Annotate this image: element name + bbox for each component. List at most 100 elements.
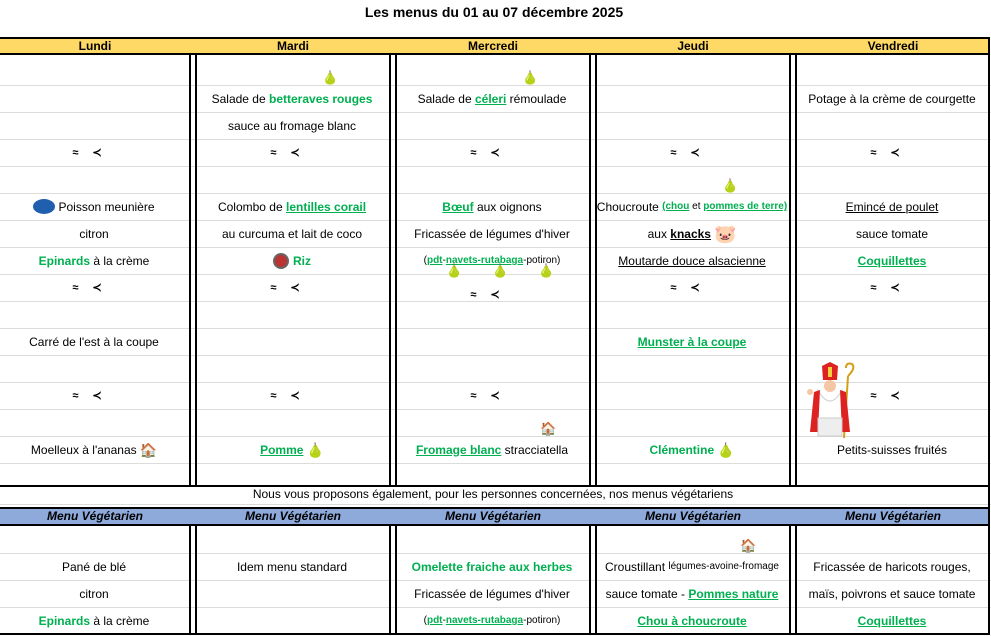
house-icon: 🏠 bbox=[740, 538, 757, 553]
main-dish-line: Clémentine 🍐 bbox=[596, 436, 788, 463]
dish-text: Pané de blé bbox=[61, 559, 127, 574]
main-dish-line: Moelleux à l'ananas 🏠 bbox=[0, 436, 188, 463]
vegetarian-note: Nous vous proposons également, pour les … bbox=[252, 487, 734, 501]
fruit-icon: 🍐 bbox=[722, 178, 739, 193]
gridline bbox=[0, 553, 991, 554]
days-header-row: Lundi Mardi Mercredi Jeudi Vendredi bbox=[0, 37, 990, 55]
main-dish-line: Pomme 🍐 bbox=[196, 436, 388, 463]
dish-text: Croustillant bbox=[605, 559, 669, 574]
dish-text: aux bbox=[647, 226, 671, 241]
main-dish-line: Coquillettes bbox=[796, 247, 988, 274]
dish-text: Omelette fraiche aux herbes bbox=[411, 559, 573, 574]
page-title: Les menus du 01 au 07 décembre 2025 bbox=[364, 4, 624, 20]
dish-text: Pomme bbox=[260, 442, 304, 457]
gridline bbox=[0, 139, 991, 140]
gridline bbox=[0, 580, 991, 581]
veg-header-vendredi: Menu Végétarien bbox=[844, 509, 942, 523]
main-dish-line: sauce tomate bbox=[796, 220, 988, 247]
dish-text: betteraves rouges bbox=[269, 91, 373, 106]
dish-text: Moelleux à l'ananas bbox=[30, 442, 137, 457]
main-dish-line: ≈≺ bbox=[0, 139, 188, 166]
dish-text: Choucroute bbox=[596, 199, 663, 214]
dish-text: céleri bbox=[474, 91, 507, 106]
main-dish-line: aux knacks 🐷 bbox=[596, 220, 788, 247]
column-border bbox=[395, 526, 397, 634]
day-header-mercredi: Mercredi bbox=[467, 39, 519, 53]
main-dish-line: ≈≺ bbox=[196, 139, 388, 166]
veg-dish-line: Epinards à la crème bbox=[0, 607, 188, 634]
veg-header-jeudi: Menu Végétarien bbox=[644, 509, 742, 523]
column-border bbox=[789, 55, 791, 485]
main-dish-line: ≈≺ bbox=[796, 382, 988, 409]
gridline bbox=[0, 274, 991, 275]
dish-text: et bbox=[689, 201, 704, 212]
column-border bbox=[595, 55, 597, 485]
main-dish-line: au curcuma et lait de coco bbox=[196, 220, 388, 247]
main-dish-line: citron bbox=[0, 220, 188, 247]
column-border bbox=[789, 526, 791, 634]
dish-text: Epinards bbox=[38, 253, 90, 268]
dish-text: sauce tomate bbox=[855, 226, 929, 241]
fish-icon: ≈≺ bbox=[870, 282, 914, 294]
fish-icon: ≈≺ bbox=[670, 282, 714, 294]
dish-text: citron bbox=[79, 586, 109, 601]
main-dish-line: Petits-suisses fruités bbox=[796, 436, 988, 463]
fish-icon: ≈≺ bbox=[870, 147, 914, 159]
dish-text: pommes de terre) bbox=[703, 201, 788, 212]
main-dish-line: ≈≺ bbox=[596, 274, 788, 301]
gridline bbox=[0, 355, 991, 356]
dish-text: Carré de l'est à la coupe bbox=[29, 334, 159, 349]
veg-dish-line: Fricassée de haricots rouges, bbox=[796, 553, 988, 580]
veg-header-lundi: Menu Végétarien bbox=[46, 509, 144, 523]
dish-text: pdt bbox=[426, 615, 443, 626]
pig-icon: 🐷 bbox=[713, 223, 737, 244]
veg-dish-line: maïs, poivrons et sauce tomate bbox=[796, 580, 988, 607]
veg-dish-line: (pdt - navets-rutabaga -potiron) bbox=[396, 607, 588, 634]
main-dish-line: ≈≺ bbox=[196, 274, 388, 301]
dish-text: Coquillettes bbox=[857, 613, 927, 628]
veg-dish-line: Fricassée de légumes d'hiver bbox=[396, 580, 588, 607]
main-dish-line: ≈≺ bbox=[796, 139, 988, 166]
fish-icon: ≈≺ bbox=[470, 147, 514, 159]
day-header-jeudi: Jeudi bbox=[677, 39, 709, 53]
day-header-vendredi: Vendredi bbox=[867, 39, 919, 53]
dish-text: Salade de bbox=[417, 91, 475, 106]
dish-text: Fricassée de légumes d'hiver bbox=[414, 586, 570, 601]
dish-text: knacks bbox=[670, 226, 711, 241]
main-dish-line: ≈≺ bbox=[396, 139, 588, 166]
dish-text: navets-rutabaga bbox=[445, 615, 524, 626]
dish-text: Fricassée de légumes d'hiver bbox=[414, 226, 570, 241]
divider bbox=[0, 633, 990, 635]
fruit-icon: 🍐 bbox=[446, 263, 463, 278]
veg-dish-line: Idem menu standard bbox=[196, 553, 388, 580]
gridline bbox=[0, 409, 991, 410]
dish-text: Fricassée de haricots rouges, bbox=[813, 559, 971, 574]
dish-text: Munster à la coupe bbox=[637, 334, 747, 349]
veg-dish-line: sauce tomate - Pommes nature bbox=[596, 580, 788, 607]
fruit-icon: 🍐 bbox=[717, 441, 735, 458]
main-dish-line: Salade de céleri rémoulade bbox=[396, 85, 588, 112]
fruit-icon: 🍐 bbox=[492, 263, 509, 278]
column-border bbox=[595, 526, 597, 634]
main-dish-line: Carré de l'est à la coupe bbox=[0, 328, 188, 355]
dish-text: -potiron) bbox=[523, 255, 561, 266]
fish-icon: ≈≺ bbox=[270, 147, 314, 159]
dish-text: à la crème bbox=[90, 253, 150, 268]
main-dish-line: ≈≺ bbox=[0, 382, 188, 409]
dish-text: ( bbox=[423, 255, 427, 266]
dish-text: Salade de bbox=[211, 91, 269, 106]
msc-fish-label-icon bbox=[33, 199, 56, 214]
column-border bbox=[195, 526, 197, 634]
main-dish-line: ≈≺ bbox=[796, 274, 988, 301]
main-dish-line: ≈≺ bbox=[596, 139, 788, 166]
dish-text: navets-rutabaga bbox=[445, 255, 524, 266]
dish-text: Emincé de poulet bbox=[845, 199, 939, 214]
fish-icon: ≈≺ bbox=[72, 282, 116, 294]
main-dish-line: Fricassée de légumes d'hiver bbox=[396, 220, 588, 247]
fruit-icon: 🍐 bbox=[322, 70, 339, 85]
column-border bbox=[189, 526, 191, 634]
main-dish-line: ≈≺ bbox=[396, 382, 588, 409]
gridline bbox=[0, 463, 991, 464]
gridline bbox=[0, 166, 991, 167]
dish-text: Riz bbox=[293, 253, 311, 268]
